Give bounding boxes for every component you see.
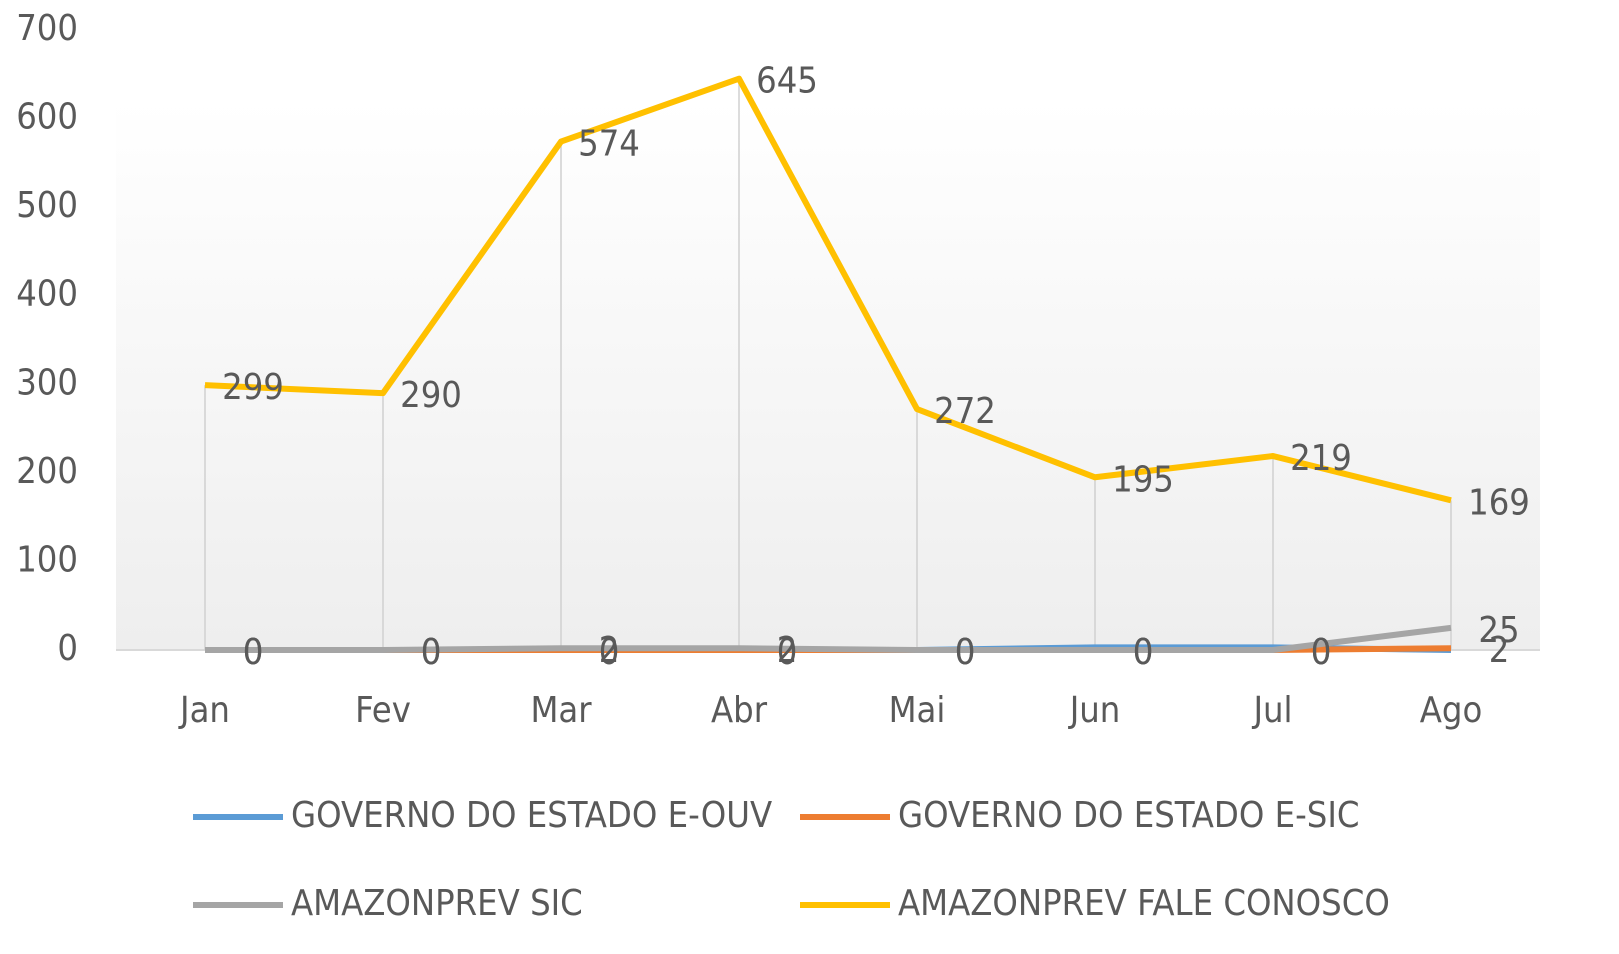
y-tick-label: 400 [16, 274, 78, 315]
x-tick-label: Mai [889, 690, 946, 731]
data-label: 645 [756, 61, 818, 102]
series-line [204, 75, 1452, 504]
legend-label: GOVERNO DO ESTADO E-SIC [898, 795, 1360, 836]
series-line [205, 624, 1452, 653]
plot-background [116, 100, 1540, 650]
data-label: 2 [777, 630, 798, 671]
data-label: 0 [243, 632, 264, 673]
data-label: 0 [599, 632, 620, 673]
y-tick-label: 200 [16, 451, 78, 492]
y-tick-label: 500 [16, 185, 78, 226]
x-tick-label: Jun [1068, 690, 1121, 731]
data-label: 0 [1311, 632, 1332, 673]
data-label: 299 [222, 367, 284, 408]
y-tick-label: 300 [16, 362, 78, 403]
y-tick-label: 600 [16, 97, 78, 138]
legend-label: AMAZONPREV SIC [291, 883, 583, 924]
data-label: 272 [934, 391, 996, 432]
x-tick-label: Jul [1251, 690, 1292, 731]
data-label: 0 [1133, 632, 1154, 673]
data-label: 2 [1489, 630, 1510, 671]
data-label: 0 [421, 632, 442, 673]
data-label: 0 [1133, 632, 1154, 673]
data-label: 0 [955, 632, 976, 673]
data-label: 290 [400, 375, 462, 416]
y-tick-label: 0 [57, 628, 78, 669]
data-label: 0 [777, 632, 798, 673]
data-label: 0 [1311, 632, 1332, 673]
data-label: 0 [955, 632, 976, 673]
x-tick-label: Fev [355, 690, 411, 731]
y-tick-label: 100 [16, 539, 78, 580]
data-label: 195 [1112, 459, 1174, 500]
data-label: 219 [1290, 438, 1352, 479]
y-tick-label: 700 [16, 8, 78, 49]
data-label: 0 [421, 632, 442, 673]
data-label: 574 [578, 124, 640, 165]
data-label: 169 [1468, 482, 1530, 523]
x-tick-label: Ago [1420, 690, 1483, 731]
data-label: 2 [599, 630, 620, 671]
x-tick-label: Abr [711, 690, 768, 731]
legend-label: AMAZONPREV FALE CONOSCO [898, 883, 1390, 924]
data-label: 25 [1478, 610, 1519, 651]
x-tick-label: Jan [178, 690, 230, 731]
legend-label: GOVERNO DO ESTADO E-OUV [291, 795, 772, 836]
x-tick-label: Mar [530, 690, 592, 731]
data-label: 0 [243, 632, 264, 673]
